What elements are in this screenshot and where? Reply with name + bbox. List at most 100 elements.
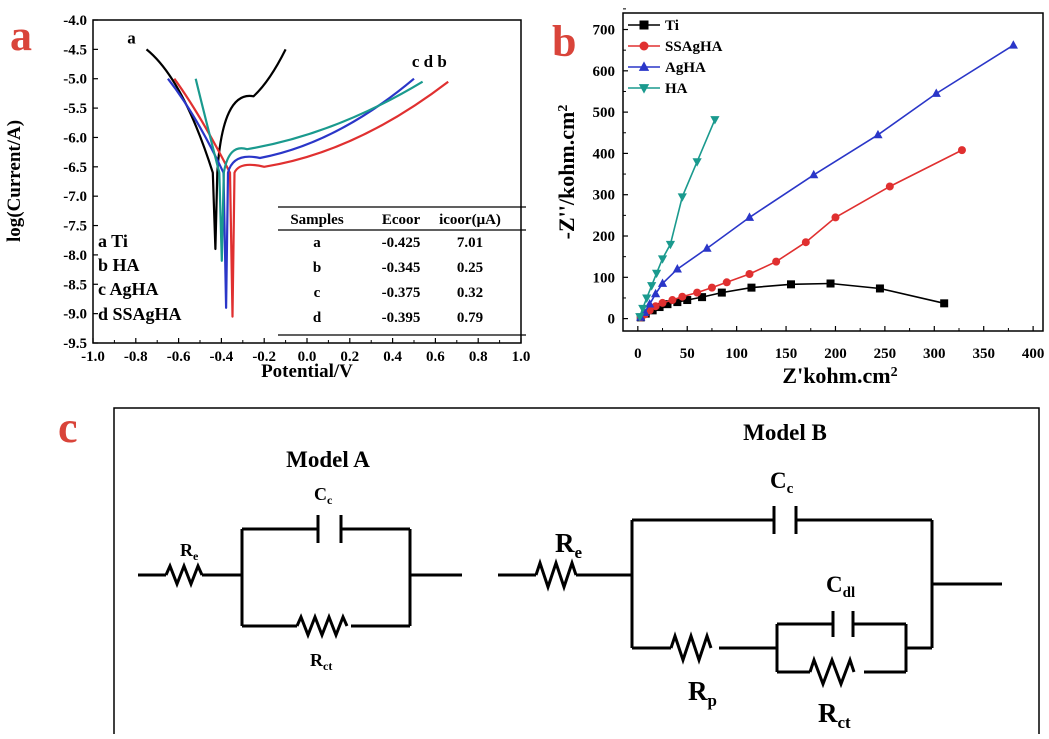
label-rct-model-a: Rct [310,650,332,673]
x-tick-label: 50 [680,346,695,362]
resistor-re-model-b [534,558,578,592]
data-point-circle [668,296,677,305]
data-point-square [639,20,649,30]
resistor-rct-model-b [808,655,856,689]
table-cell: a [313,235,321,251]
label-rct-model-b: Rct [818,698,851,732]
x-tick-label: 0.0 [298,349,317,365]
data-point-triangle-up [651,288,661,298]
resistor-rp-model-b [669,631,713,665]
data-point-triangle-down [657,255,668,264]
y-tick-label: -5.0 [63,72,87,88]
panel-letter-c: c [58,403,78,452]
y-tick-label: 100 [593,270,616,286]
y-tick-label: -6.5 [63,160,87,176]
panel-a-ylabel: log(Current/A) [4,120,25,242]
data-point-triangle-up [744,212,755,221]
panel-a-frame [92,19,522,344]
x-tick-label: 350 [972,346,995,362]
data-point-circle [639,41,649,51]
x-tick-label: -0.6 [167,349,191,365]
data-point-triangle-down [692,158,702,167]
y-tick-label: 600 [593,64,616,80]
curve-label-a: a [127,28,136,47]
x-tick-label: -0.2 [252,349,276,365]
nyquist-line-ha [639,119,716,317]
x-tick-label: 250 [874,346,897,362]
tafel-curve-a [145,48,287,251]
model-a-title: Model A [286,447,370,472]
data-point-circle [651,302,660,311]
curve-label-cdb: c d b [412,52,447,71]
x-tick-label: 0.8 [469,349,488,365]
y-tick-label: -4.5 [63,42,87,58]
table-cell: d [313,310,322,326]
table-cell: 0.32 [457,285,483,301]
tafel-curve-c [167,77,415,309]
table-header-icorr: icoor(μA) [439,212,501,228]
data-point-square [663,300,672,309]
data-point-circle [707,283,716,292]
data-point-square [673,298,682,307]
panel-b-frame [622,12,1044,332]
data-point-square [655,303,664,312]
y-tick-label: -7.5 [63,219,87,235]
x-tick-label: 300 [923,346,946,362]
model-b-title: Model B [743,420,827,445]
tafel-curve-d [194,78,424,262]
data-point-circle [722,278,731,287]
y-tick-label: -8.0 [63,248,87,264]
data-point-square [940,299,949,308]
table-cell: 7.01 [457,235,483,251]
data-point-circle [745,270,754,279]
table-header-ecorr: Ecoor [382,212,421,228]
x-tick-label: 1.0 [512,349,531,365]
panel-b-legend: Ti SSAgHA AgHA HA [628,18,723,97]
panel-b-xlabel: Z'kohm.cm2 [782,363,897,388]
data-point-circle [801,238,810,247]
data-point-square [787,280,795,289]
resistor-rct-model-a [295,612,349,640]
x-tick-label: 400 [1022,346,1045,362]
panel-c-equivalent-circuits: Model A Re Cc Rct Model B [113,407,1040,739]
legend-entry-b: b HA [98,255,140,275]
data-point-triangle-up [809,169,819,179]
label-cdl-model-b: Cdl [826,572,855,601]
data-point-triangle-down [652,269,662,279]
capacitor-cdl-model-b [831,611,855,637]
capacitor-cc-model-b [772,506,798,534]
data-point-square [826,279,835,288]
legend-label-ha: HA [665,81,688,97]
data-point-triangle-up [873,129,883,139]
label-cc-model-a: Cc [314,484,333,507]
y-tick-label: -7.0 [63,189,87,205]
panel-a-xlabel: Potential/V [261,361,353,382]
y-tick-label: 0 [608,312,616,328]
x-tick-label: 100 [725,346,748,362]
data-point-circle [658,298,667,307]
x-tick-label: 200 [824,346,847,362]
y-tick-label: 500 [593,105,616,121]
data-point-triangle-down [647,282,657,291]
data-point-triangle-down [665,240,676,250]
x-tick-label: 0.2 [340,349,359,365]
table-cell: 0.25 [457,260,483,276]
y-tick-label: -9.5 [63,336,87,352]
table-cell: -0.395 [382,310,421,326]
y-tick-label: -5.5 [63,101,87,117]
legend-label-ssagha: SSAgHA [665,39,723,55]
y-tick-label: -4.0 [63,13,87,29]
table-cell: -0.345 [382,260,421,276]
table-header-samples: Samples [290,212,344,228]
x-tick-label: 0 [634,346,642,362]
wire [576,518,1002,674]
nyquist-line-agha [640,44,1014,318]
data-point-circle [957,146,966,155]
x-tick-label: -0.4 [210,349,234,365]
table-cell: -0.425 [382,235,421,251]
data-point-square [717,288,726,297]
x-tick-label: -0.8 [124,349,148,365]
data-point-circle [831,213,840,222]
y-tick-label: -8.5 [63,277,87,293]
